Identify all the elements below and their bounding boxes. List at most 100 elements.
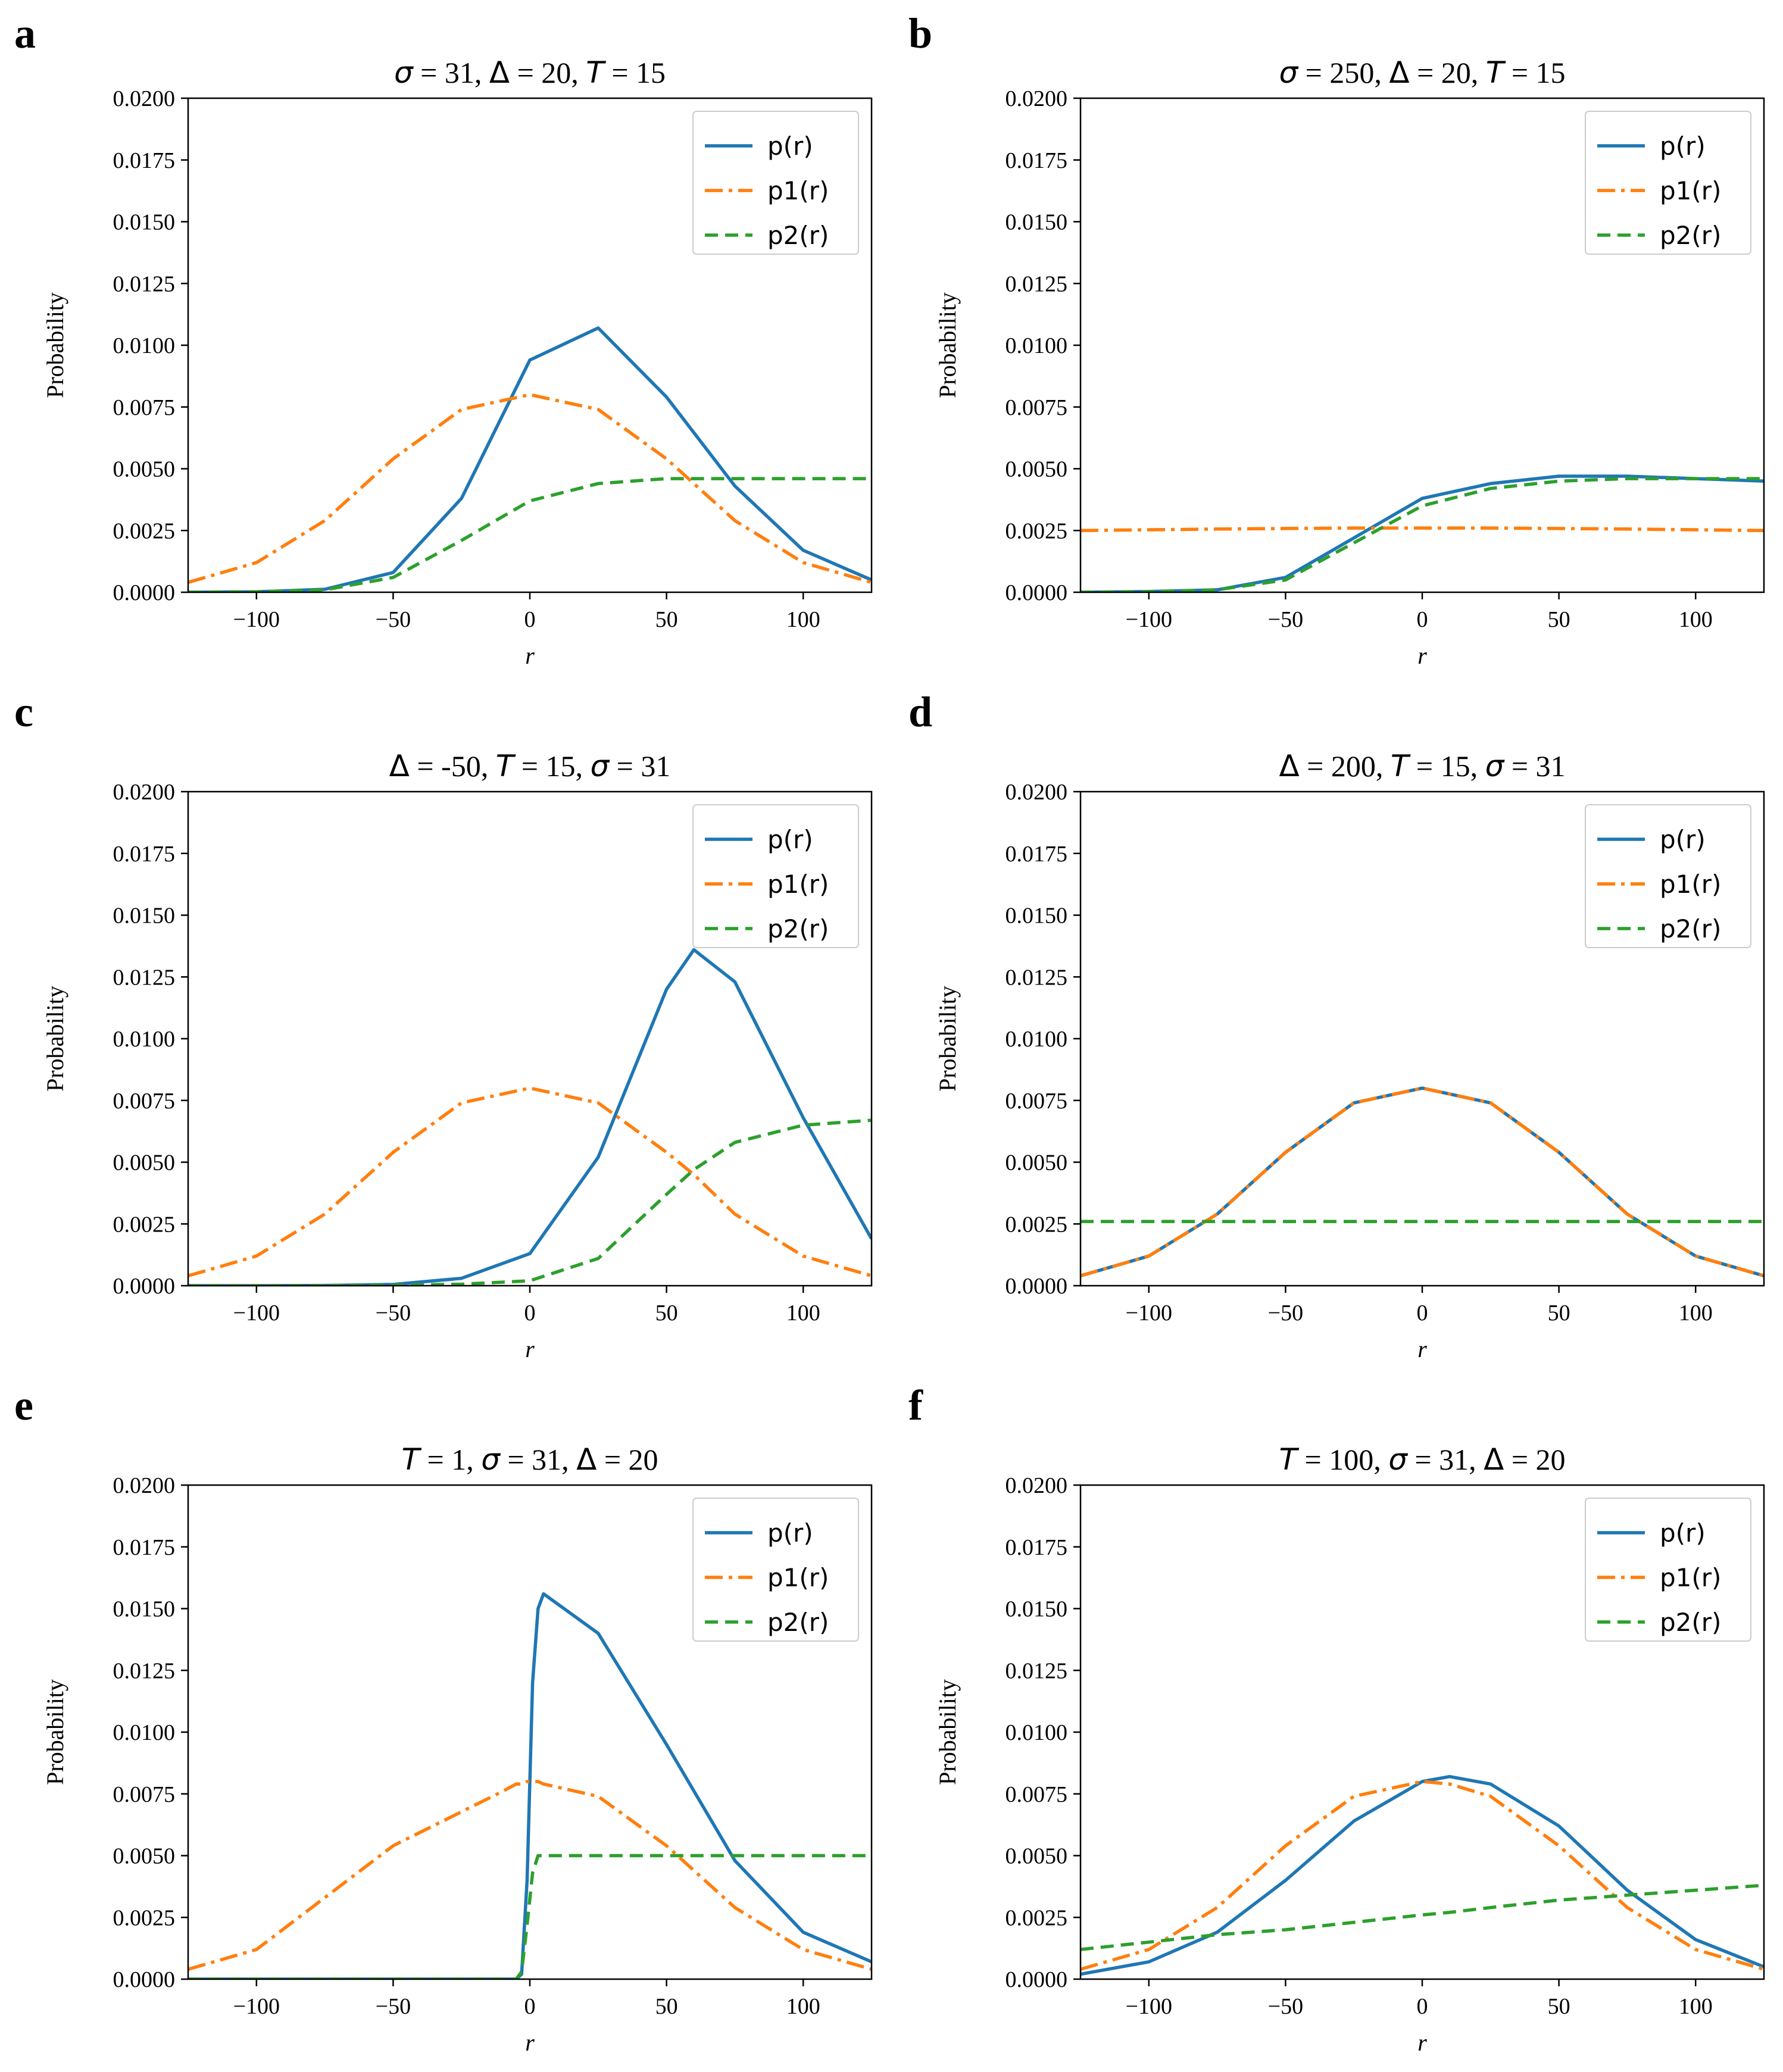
y-tick-label: 0.0200	[113, 86, 176, 111]
chart-title-part: Δ	[576, 1442, 597, 1477]
y-tick-label: 0.0000	[113, 1967, 176, 1992]
x-tick-label: −100	[1126, 1994, 1172, 2019]
y-tick-label: 0.0100	[113, 1720, 176, 1745]
legend: p(r) p1(r) p2(r)	[692, 804, 859, 948]
y-tick-label: 0.0050	[1006, 1844, 1068, 1869]
y-tick-label: 0.0175	[1006, 842, 1068, 867]
x-tick-label: 50	[1548, 1994, 1570, 2019]
y-tick-label: 0.0150	[113, 210, 176, 235]
chart-panel-e: e T = 1, σ = 31, Δ = 20 0.0000 0.0025 0.0050…	[14, 1382, 873, 2056]
y-tick-label: 0.0000	[1006, 580, 1068, 605]
chart-title-part: = 31,	[1407, 1443, 1484, 1476]
legend: p(r) p1(r) p2(r)	[692, 1498, 859, 1642]
y-tick-label: 0.0125	[1006, 271, 1068, 296]
y-tick-label: 0.0175	[113, 1535, 176, 1560]
y-tick-label: 0.0075	[113, 1089, 176, 1114]
series-line-p1	[1081, 526, 1764, 533]
legend-label-p: p(r)	[767, 825, 813, 854]
chart-title: σ = 250, Δ = 20, T = 15	[1279, 55, 1565, 90]
chart-title: σ = 31, Δ = 20, T = 15	[394, 55, 666, 90]
y-tick-label: 0.0000	[1006, 1967, 1068, 1992]
chart-title-part: = 100,	[1297, 1443, 1388, 1476]
series-line-p2	[188, 1118, 872, 1286]
chart-title-part: = 1,	[420, 1443, 481, 1476]
y-tick-label: 0.0050	[1006, 1151, 1068, 1176]
chart-title-part: σ	[1485, 749, 1505, 783]
y-tick-label: 0.0100	[113, 333, 176, 358]
chart-title-part: = 15	[604, 56, 666, 89]
y-tick-label: 0.0175	[1006, 148, 1068, 173]
y-tick-label: 0.0100	[1006, 1027, 1068, 1052]
legend-label-p: p(r)	[767, 1518, 813, 1548]
chart-title-part: = 15,	[514, 749, 590, 783]
x-tick-label: 100	[1679, 1301, 1713, 1326]
series-group	[188, 948, 872, 1286]
x-tick-label: −100	[233, 1994, 280, 2019]
chart-panel-c: c Δ = -50, T = 15, σ = 31 0.0000 0.0025 0.00…	[14, 688, 873, 1362]
y-tick-label: 0.0100	[1006, 333, 1068, 358]
y-tick-label: 0.0125	[113, 1658, 176, 1683]
y-tick-label: 0.0100	[1006, 1720, 1068, 1745]
chart-title: Δ = 200, T = 15, σ = 31	[1279, 749, 1565, 783]
x-tick-label: 100	[1679, 1994, 1713, 2019]
panel-letter: c	[14, 688, 33, 736]
chart-title-part: = 20	[1504, 1443, 1565, 1476]
legend-label-p2: p2(r)	[1660, 221, 1721, 250]
legend: p(r) p1(r) p2(r)	[1585, 111, 1751, 255]
series-group	[1081, 1774, 1764, 1976]
chart-title-part: T	[586, 55, 606, 90]
x-tick-label: 50	[1548, 607, 1570, 632]
y-tick-label: 0.0025	[113, 1212, 176, 1237]
x-tick-label: −100	[1126, 607, 1172, 632]
y-tick-label: 0.0175	[113, 842, 176, 867]
x-tick-label: −50	[376, 1301, 411, 1326]
y-tick-label: 0.0150	[113, 904, 176, 929]
y-tick-label: 0.0150	[113, 1597, 176, 1622]
series-group	[1081, 474, 1764, 592]
chart-title-part: σ	[1279, 55, 1298, 90]
x-tick-label: 0	[524, 1994, 536, 2019]
legend-label-p1: p1(r)	[1660, 1563, 1721, 1592]
y-tick-label: 0.0200	[1006, 1473, 1068, 1498]
chart-title: T = 1, σ = 31, Δ = 20	[401, 1442, 658, 1477]
y-tick-label: 0.0050	[113, 1844, 176, 1869]
y-tick-label: 0.0075	[1006, 1782, 1068, 1807]
x-tick-label: 50	[655, 1994, 678, 2019]
series-line-p2	[188, 1854, 872, 1979]
x-tick-label: 100	[786, 1301, 820, 1326]
y-axis-label: Probability	[42, 292, 68, 398]
y-tick-label: 0.0025	[1006, 518, 1068, 543]
y-axis-label: Probability	[934, 292, 961, 398]
legend-label-p2: p2(r)	[1660, 914, 1721, 943]
y-tick-label: 0.0075	[113, 395, 176, 420]
chart-title-part: σ	[1388, 1442, 1408, 1477]
y-tick-label: 0.0175	[113, 148, 176, 173]
x-axis-label: r	[525, 1336, 535, 1362]
chart-panel-b: b σ = 250, Δ = 20, T = 15 0.0000 0.0025 0.00…	[908, 10, 1765, 669]
series-group	[1081, 1086, 1764, 1278]
legend: p(r) p1(r) p2(r)	[1585, 1498, 1751, 1642]
chart-title-part: Δ	[1389, 55, 1409, 90]
y-tick-label: 0.0000	[1006, 1274, 1068, 1299]
x-tick-label: −50	[1268, 1301, 1303, 1326]
chart-title-part: σ	[590, 749, 610, 783]
x-axis-label: r	[1417, 2029, 1427, 2056]
series-group	[188, 1592, 872, 1979]
legend-label-p2: p2(r)	[767, 221, 829, 250]
series-line-p	[1081, 1086, 1764, 1278]
chart-title: T = 100, σ = 31, Δ = 20	[1279, 1442, 1565, 1477]
panel-letter: d	[908, 688, 932, 736]
chart-title-part: = 20,	[510, 56, 586, 89]
x-tick-label: 50	[655, 607, 678, 632]
y-axis-label: Probability	[42, 1679, 68, 1785]
series-line-p	[1081, 1774, 1764, 1976]
chart-title-part: = 250,	[1298, 56, 1389, 89]
chart-title-part: σ	[394, 55, 414, 90]
chart-title-part: = 20	[597, 1443, 658, 1476]
series-line-p2	[1081, 477, 1764, 592]
y-axis-label: Probability	[934, 986, 961, 1092]
series-line-p2	[1081, 1883, 1764, 1951]
x-tick-label: 100	[786, 607, 820, 632]
y-tick-label: 0.0100	[113, 1027, 176, 1052]
legend-label-p: p(r)	[1660, 825, 1706, 854]
